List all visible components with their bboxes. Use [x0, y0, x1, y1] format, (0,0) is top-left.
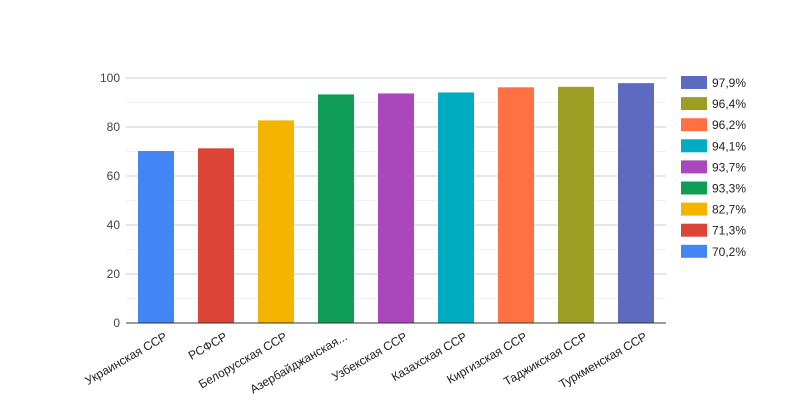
- legend-label: 82,7%: [712, 203, 746, 217]
- bar: [258, 120, 294, 323]
- bar: [378, 93, 414, 323]
- legend-label: 96,4%: [712, 97, 746, 111]
- bars: [138, 83, 654, 324]
- legend-label: 94,1%: [712, 139, 746, 153]
- y-tick-label: 0: [113, 316, 120, 330]
- bar: [318, 94, 354, 323]
- y-tick-label: 100: [100, 71, 120, 85]
- legend-swatch: [681, 244, 707, 258]
- legend-label: 93,3%: [712, 182, 746, 196]
- legend-swatch: [681, 223, 707, 237]
- legend: 97,9% 96,4% 96,2% 94,1% 93,7% 93,3% 82,7% 71,3%…: [681, 76, 746, 259]
- legend-swatch: [681, 160, 707, 174]
- bar: [438, 92, 474, 323]
- bar: [138, 151, 174, 323]
- bar: [618, 83, 654, 324]
- y-tick-label: 80: [107, 120, 121, 134]
- y-tick-label: 40: [107, 218, 121, 232]
- legend-label: 71,3%: [712, 224, 746, 238]
- y-axis-ticks: 0 20 40 60 80 100: [100, 71, 120, 330]
- bar: [498, 87, 534, 323]
- x-category-label: Азербайджанская...: [247, 329, 349, 396]
- legend-label: 97,9%: [712, 76, 746, 90]
- legend-swatch: [681, 202, 707, 216]
- legend-swatch: [681, 118, 707, 132]
- y-tick-label: 20: [107, 267, 121, 281]
- legend-swatch: [681, 181, 707, 195]
- x-category-label: РСФСР: [186, 329, 230, 362]
- bar: [198, 148, 234, 323]
- legend-label: 70,2%: [712, 245, 746, 259]
- legend-label: 93,7%: [712, 160, 746, 174]
- y-tick-label: 60: [107, 169, 121, 183]
- legend-label: 96,2%: [712, 118, 746, 132]
- legend-swatch: [681, 76, 707, 89]
- bar: [558, 86, 594, 323]
- x-category-label: Украинская ССР: [83, 329, 170, 387]
- legend-swatch: [681, 139, 707, 153]
- legend-swatch: [681, 97, 707, 111]
